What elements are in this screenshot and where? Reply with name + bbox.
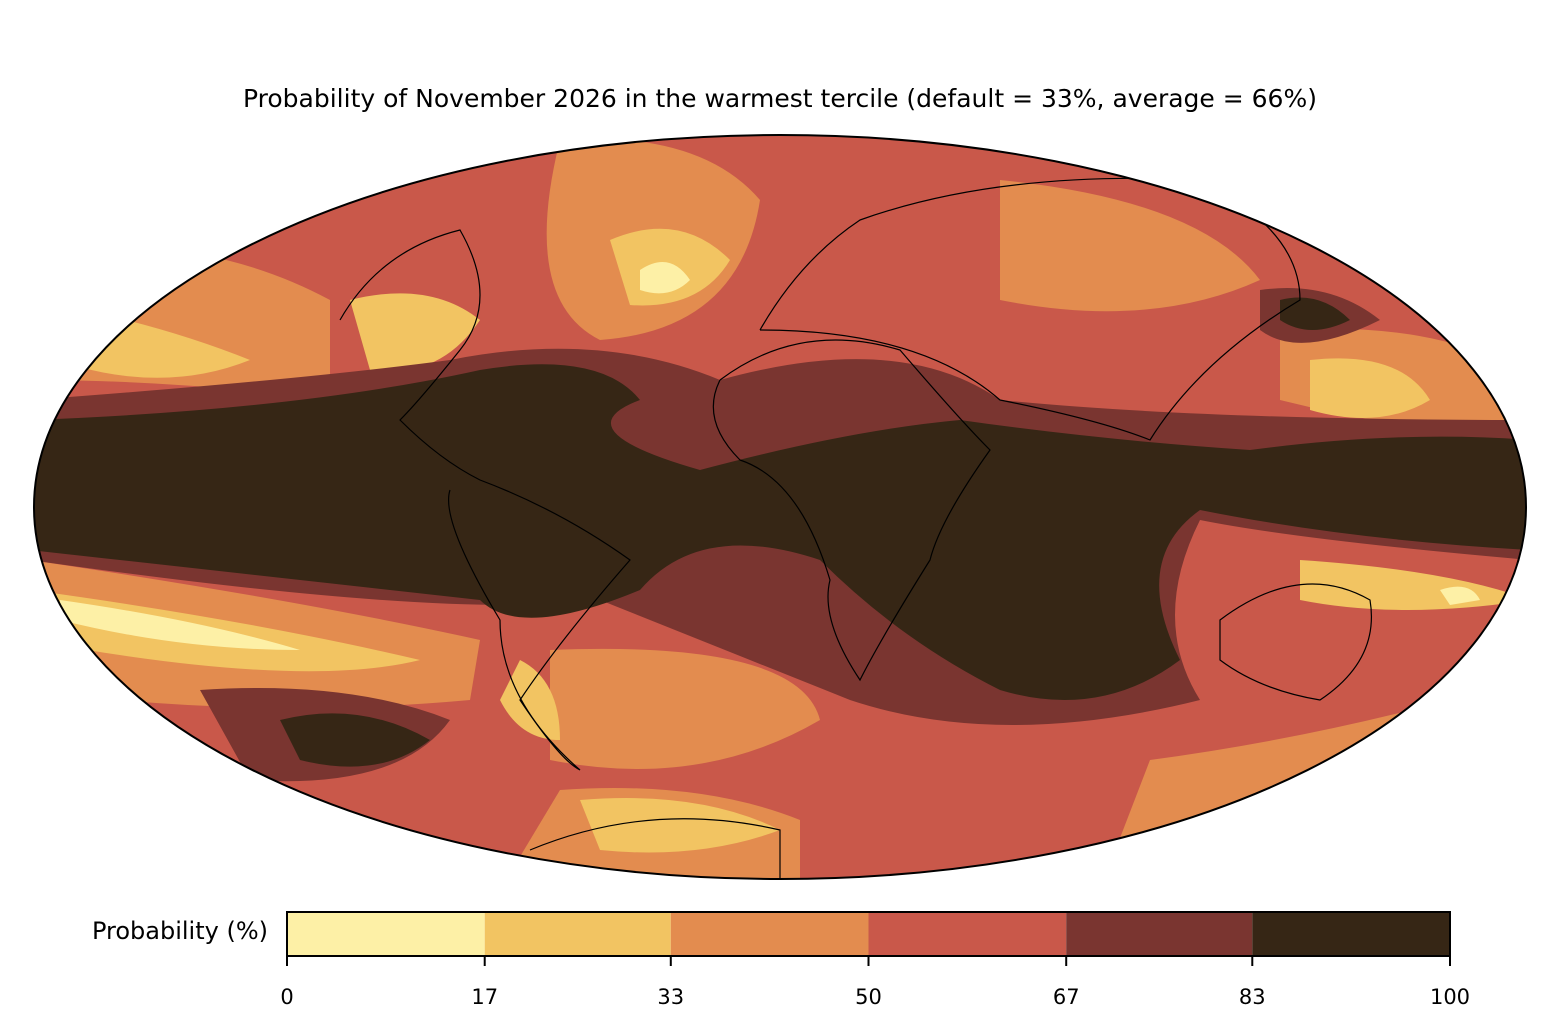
colorbar: 0 17 33 50 67 83 100 <box>280 912 1470 1009</box>
coastline <box>339 177 1372 879</box>
colorbar-frame <box>286 911 1451 957</box>
colorbar-tick-label: 33 <box>657 985 684 1009</box>
colorbar-segment <box>484 912 671 956</box>
map-region <box>34 138 1526 879</box>
colorbar-tick-label: 17 <box>471 985 498 1009</box>
colorbar-segment <box>868 912 1067 956</box>
colorbar-tick-label: 0 <box>280 985 293 1009</box>
colorbar-segment <box>1252 912 1450 956</box>
colorbar-segment <box>287 912 485 956</box>
colorbar-label: Probability (%) <box>92 917 268 945</box>
map-title: Probability of November 2026 in the warm… <box>243 84 1317 113</box>
map-boundary <box>33 134 1527 880</box>
colorbar-segment <box>670 912 869 956</box>
colorbar-tick-label: 83 <box>1239 985 1266 1009</box>
colorbar-tick-label: 50 <box>855 985 882 1009</box>
colorbar-tick-label: 67 <box>1053 985 1080 1009</box>
colorbar-tick-label: 100 <box>1430 985 1470 1009</box>
colorbar-segment <box>1066 912 1253 956</box>
probability-map <box>34 135 1526 879</box>
